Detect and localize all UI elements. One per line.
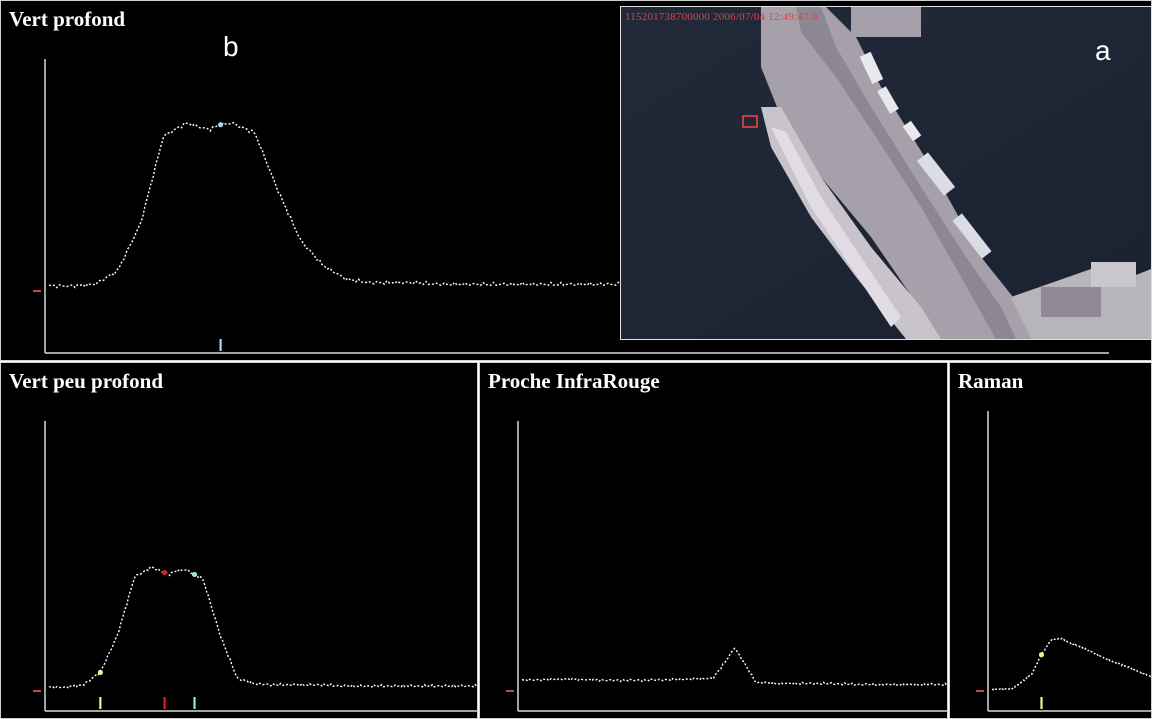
chart-raman	[976, 411, 1151, 712]
axes	[976, 411, 1151, 712]
figure-label-b: b	[223, 31, 239, 62]
photo-timestamp: 115201738700000 2006/07/04 12:49:47.0	[625, 11, 818, 23]
markers	[97, 569, 198, 709]
marker-point	[161, 569, 168, 576]
axes	[33, 421, 477, 712]
axes	[33, 59, 1109, 354]
series-line	[991, 636, 1151, 692]
marker-point	[1038, 652, 1045, 658]
panel-title: Vert peu profond	[1, 363, 174, 402]
aerial-photo: 115201738700000 2006/07/04 12:49:47.0 a	[620, 6, 1152, 340]
series-line	[48, 565, 477, 690]
panel-title: Proche InfraRouge	[480, 363, 670, 402]
markers	[1038, 652, 1045, 709]
chart-proche-infrarouge	[506, 421, 947, 712]
panel-proche-infrarouge: Proche InfraRouge	[479, 362, 948, 719]
series	[991, 636, 1151, 692]
target-marker	[742, 115, 758, 128]
panel-raman: Raman	[949, 362, 1152, 719]
panel-vert-peu-profond: Vert peu profond	[0, 362, 478, 719]
axes	[506, 421, 947, 712]
panel-title: Vert profond	[1, 1, 136, 40]
figure-label-a: a	[1095, 35, 1111, 66]
marker-point	[218, 122, 224, 128]
panel-title: Raman	[950, 363, 1034, 402]
chart-vert-peu-profond	[33, 421, 477, 712]
series	[48, 565, 477, 690]
series-line	[48, 121, 622, 289]
marker-point	[97, 669, 103, 675]
marker-point	[191, 571, 198, 578]
aerial-photo-image	[621, 7, 1151, 339]
series	[48, 121, 622, 289]
chart-vert-profond	[33, 59, 1109, 354]
markers	[218, 122, 224, 351]
series-line	[521, 647, 947, 687]
series	[521, 647, 947, 687]
